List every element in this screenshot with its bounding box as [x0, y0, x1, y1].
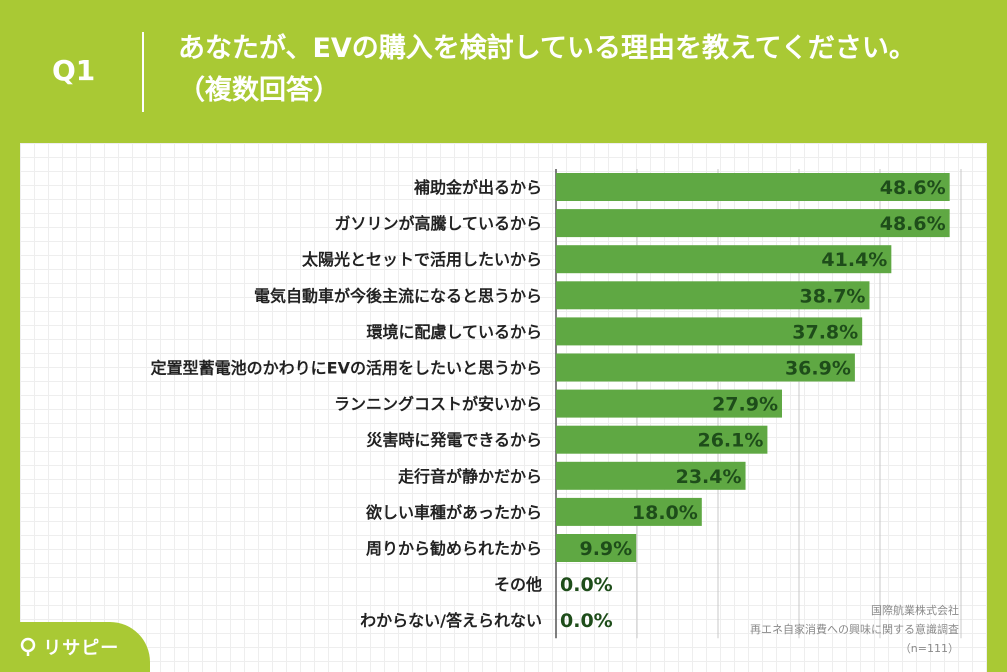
- question-title-line2: （複数回答）: [178, 75, 340, 106]
- source-survey: 再エネ自家消費への興味に関する意識調査: [750, 623, 959, 636]
- value-label: 18.0%: [632, 502, 698, 524]
- bar: [556, 353, 855, 382]
- category-label: 太陽光とセットで活用したいから: [301, 250, 542, 269]
- category-label: ガソリンが高騰しているから: [334, 214, 542, 233]
- bar: [556, 534, 637, 562]
- brand-logo: リサピー: [0, 622, 150, 672]
- category-label: 電気自動車が今後主流になると思うから: [254, 286, 542, 305]
- value-label: 9.9%: [579, 538, 632, 560]
- source-sample: （n=111）: [899, 642, 959, 655]
- category-label: 周りから勧められたから: [366, 539, 542, 558]
- bar: [556, 497, 702, 526]
- chart-panel: 補助金が出るから 48.6% ガソリンが高騰しているから 48.6% 太陽光とセットで活…: [20, 143, 987, 672]
- source-company: 国際航業株式会社: [871, 604, 959, 617]
- category-label: 欲しい車種があったから: [365, 503, 542, 522]
- category-label: ランニングコストが安いから: [334, 395, 542, 414]
- header-divider: [142, 32, 144, 112]
- value-label: 41.4%: [821, 249, 887, 271]
- value-label: 37.8%: [792, 321, 858, 343]
- category-label: 走行音が静かだから: [397, 467, 542, 486]
- bar: [556, 281, 870, 310]
- bar: [556, 209, 950, 238]
- pin-icon: [20, 637, 36, 656]
- logo-wordmark: リサピー: [20, 634, 119, 660]
- category-label: 補助金が出るから: [413, 178, 542, 197]
- bar: [556, 245, 892, 274]
- bar: [556, 389, 782, 418]
- value-label: 23.4%: [676, 466, 742, 488]
- bar: [556, 425, 768, 454]
- value-label: 0.0%: [560, 610, 613, 632]
- bar: [556, 317, 863, 346]
- category-label: その他: [494, 575, 542, 594]
- bar: [556, 173, 950, 201]
- source-note: 国際航業株式会社 再エネ自家消費への興味に関する意識調査 （n=111）: [750, 601, 959, 658]
- value-label: 26.1%: [697, 430, 763, 452]
- value-label: 0.0%: [560, 574, 613, 596]
- bar: [556, 461, 746, 490]
- bar-chart: 補助金が出るから 48.6% ガソリンが高騰しているから 48.6% 太陽光とセットで活…: [150, 168, 962, 639]
- question-title-line1: あなたが、EVの購入を検討している理由を教えてください。: [178, 33, 916, 64]
- value-label: 38.7%: [800, 285, 866, 307]
- category-label: 環境に配慮しているから: [366, 322, 542, 341]
- question-number: Q1: [52, 54, 96, 87]
- value-label: 48.6%: [880, 177, 946, 199]
- value-label: 48.6%: [880, 213, 946, 235]
- question-title: あなたが、EVの購入を検討している理由を教えてください。 （複数回答）: [178, 28, 988, 112]
- value-label: 36.9%: [785, 358, 851, 380]
- category-label: 定置型蓄電池のかわりにEVの活用をしたいと思うから: [150, 359, 542, 378]
- category-label: 災害時に発電できるから: [366, 431, 542, 450]
- category-label: わからない/答えられない: [360, 611, 542, 630]
- logo-text: リサピー: [43, 638, 120, 659]
- value-label: 27.9%: [712, 394, 778, 416]
- question-header: Q1 あなたが、EVの購入を検討している理由を教えてください。 （複数回答）: [0, 0, 1007, 140]
